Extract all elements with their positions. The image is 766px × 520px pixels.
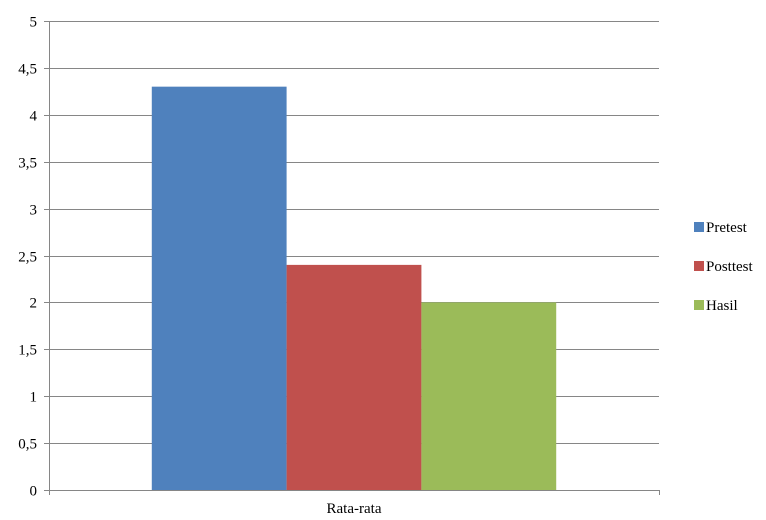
y-tick-label: 0 xyxy=(30,484,38,500)
y-tick-label: 2,5 xyxy=(18,250,37,266)
bars xyxy=(151,86,557,490)
bar-hasil xyxy=(421,302,557,490)
y-tick-label: 1 xyxy=(30,390,38,406)
y-tick-label: 5 xyxy=(30,15,38,31)
y-tick-label: 3,5 xyxy=(18,156,37,172)
y-tick-label: 4 xyxy=(30,109,38,125)
y-tick-label: 1,5 xyxy=(18,343,37,359)
legend-label-pretest: Pretest xyxy=(706,220,748,236)
bar-pretest xyxy=(151,86,287,490)
legend: Pretest Posttest Hasil xyxy=(694,220,754,314)
y-tick-label: 4,5 xyxy=(18,62,37,78)
x-tick-label: Rata-rata xyxy=(327,501,382,517)
legend-label-hasil: Hasil xyxy=(706,298,738,314)
bar-posttest xyxy=(286,264,422,490)
y-tick-label: 3 xyxy=(30,203,38,219)
x-axis-tick-labels: Rata-rata xyxy=(327,501,382,517)
axes xyxy=(44,21,660,495)
y-axis-tick-labels: 0 0,5 1 1,5 2 2,5 3 3,5 4 4,5 5 xyxy=(18,15,37,500)
legend-label-posttest: Posttest xyxy=(706,259,754,275)
y-tick-label: 0,5 xyxy=(18,437,37,453)
gridlines xyxy=(49,21,659,444)
y-tick-label: 2 xyxy=(30,296,38,312)
legend-swatch-hasil xyxy=(694,300,704,310)
legend-swatch-pretest xyxy=(694,222,704,232)
legend-swatch-posttest xyxy=(694,261,704,271)
